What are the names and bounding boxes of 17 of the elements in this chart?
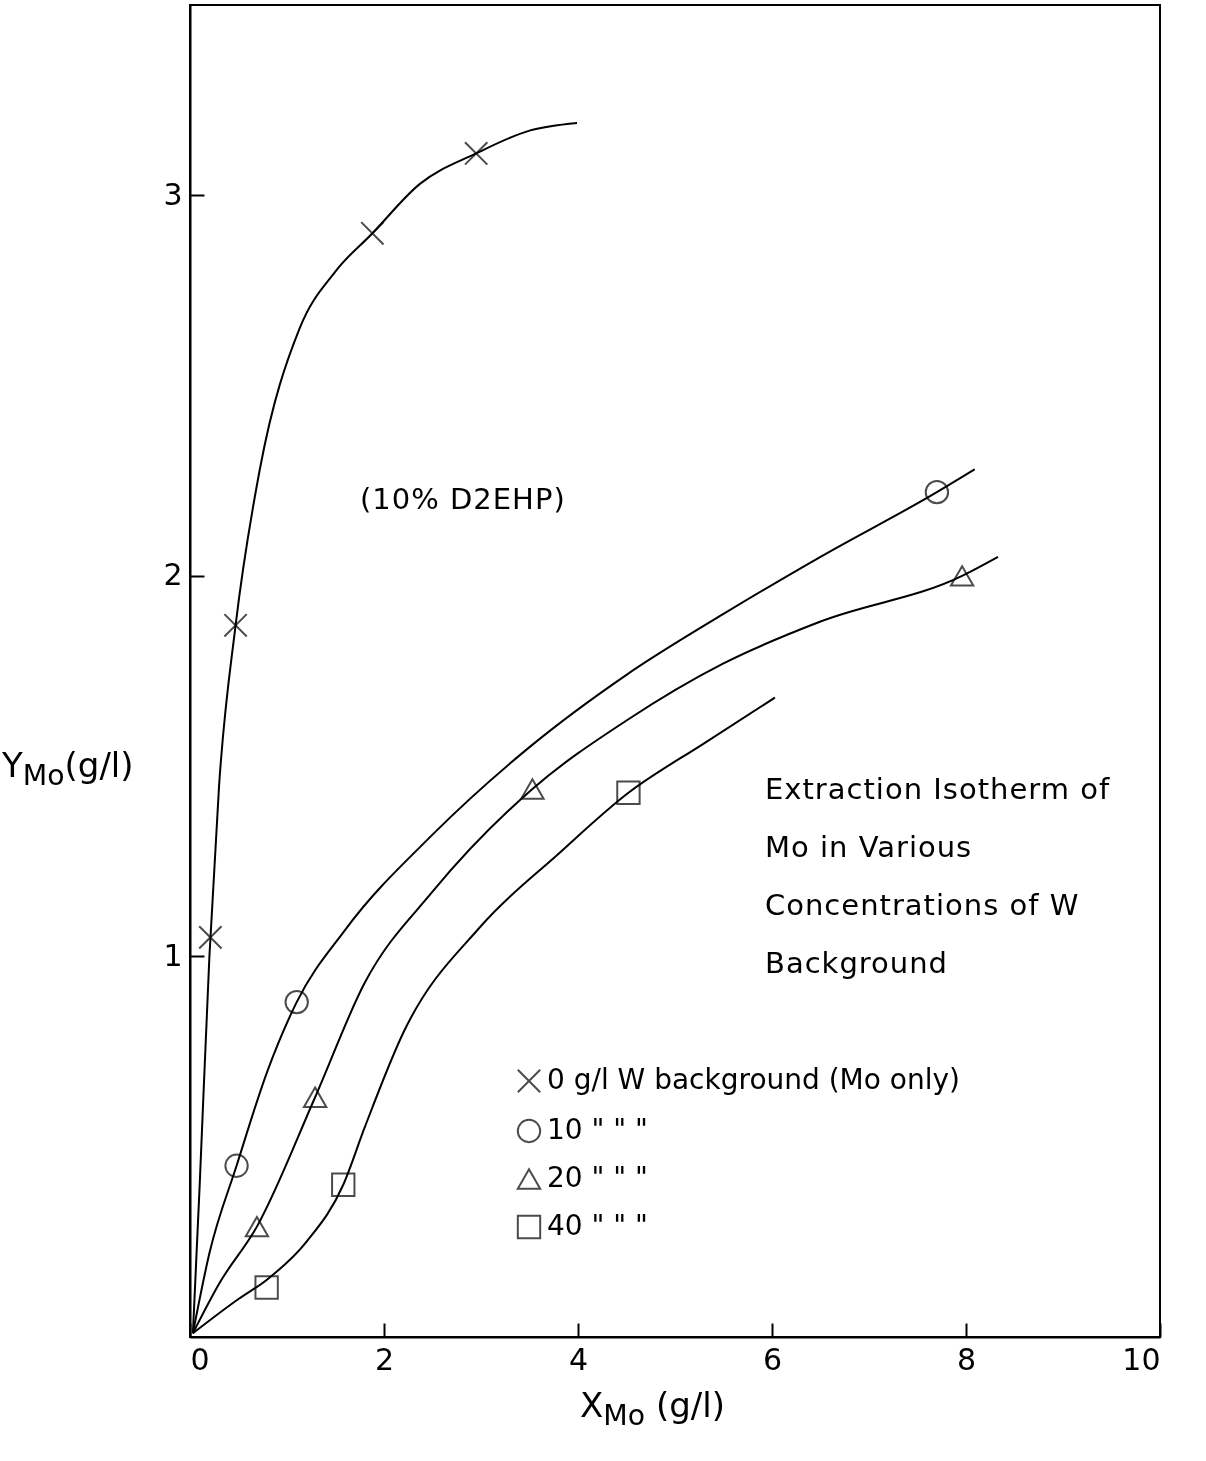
x-tick-label: 10 xyxy=(1122,1341,1161,1377)
annotation: Extraction Isotherm of Mo in Various Concentrations of W Background xyxy=(765,771,1112,982)
annotation: (10% D2EHP) xyxy=(360,481,567,518)
y-tick-label: 3 xyxy=(163,176,183,212)
legend-label: 0 g/l W background (Mo only) xyxy=(547,1063,960,1096)
x-tick-label: 0 xyxy=(190,1341,210,1377)
y-tick-label: 1 xyxy=(163,937,183,973)
y-axis-title: Y$_{Mo}$(g/l) xyxy=(2,745,134,792)
x-tick-label: 2 xyxy=(374,1341,395,1377)
legend-label: 20 " " " xyxy=(547,1161,648,1194)
x-axis-title: X$_{Mo}$ (g/l) xyxy=(580,1385,725,1432)
x-tick-label: 8 xyxy=(956,1341,977,1377)
y-tick-label: 2 xyxy=(163,557,183,593)
legend-label: 40 " " " xyxy=(547,1209,648,1242)
x-tick-label: 6 xyxy=(762,1341,783,1377)
x-tick-label: 4 xyxy=(568,1341,589,1377)
legend-label: 10 " " " xyxy=(547,1113,648,1146)
